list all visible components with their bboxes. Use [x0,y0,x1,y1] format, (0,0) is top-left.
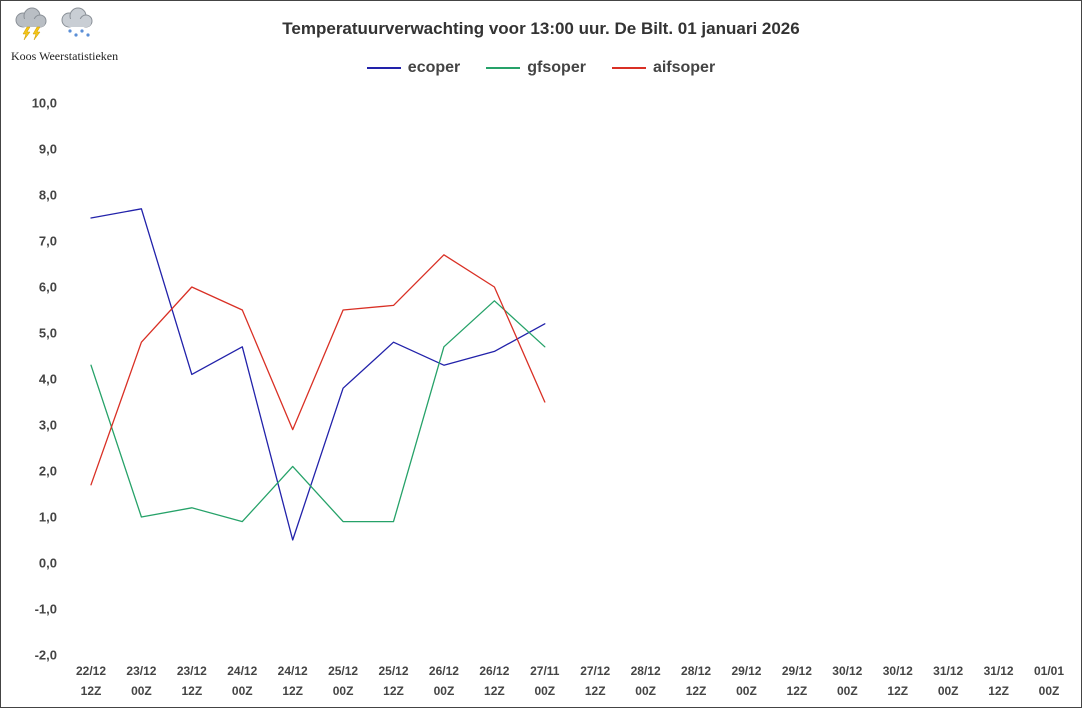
logo-text: Koos Weerstatistieken [11,49,119,63]
x-axis-label: 30/12 12Z [883,664,913,698]
x-axis-label: 24/12 12Z [278,664,308,698]
series-line-ecoper [90,208,546,541]
x-axis-label: 28/12 00Z [631,664,661,698]
logo: Koos Weerstatistieken [11,7,151,64]
x-axis-label: 23/12 00Z [126,664,156,698]
x-axis-label: 01/01 00Z [1034,664,1064,698]
chart-header: Koos Weerstatistieken Temperatuurverwach… [1,1,1081,93]
rain-cloud-icon [61,7,93,37]
legend-item-gfsoper: gfsoper [486,59,586,77]
y-axis-label: 2,0 [39,464,57,479]
legend-item-aifsoper: aifsoper [611,59,716,77]
y-axis-label: 8,0 [39,188,57,203]
legend-label-ecoper: ecoper [407,59,461,76]
legend-label-gfsoper: gfsoper [527,59,586,76]
y-axis-label: 0,0 [39,556,57,571]
x-axis-label: 28/12 12Z [681,664,711,698]
x-axis-label: 27/11 00Z [530,664,560,698]
chart-svg: 10,0 9,0 8,0 7,0 6,0 5,0 4,0 3,0 2,0 1,0 0,0 -1,0 -2… [32,96,1065,699]
y-axis-label: -1,0 [35,602,57,617]
chart-title: Temperatuurverwachting voor 13:00 uur. D… [282,19,800,38]
x-axis-label: 31/12 12Z [984,664,1014,698]
chart-area: 10,0 9,0 8,0 7,0 6,0 5,0 4,0 3,0 2,0 1,0 0,0 -1,0 -2… [1,93,1081,707]
y-axis-label: 5,0 [39,326,57,341]
legend-swatch-gfsoper [486,67,521,69]
y-axis-label: -2,0 [35,648,57,663]
x-axis-label: 23/12 12Z [177,664,207,698]
y-axis-label: 9,0 [39,142,57,157]
y-axis-label: 4,0 [39,372,57,387]
y-axis-label: 7,0 [39,234,57,249]
x-axis-label: 26/12 12Z [479,664,509,698]
x-axis-label: 22/12 12Z [76,664,106,698]
x-axis-label: 29/12 12Z [782,664,812,698]
storm-cloud-icon [15,7,47,41]
legend-item-ecoper: ecoper [366,59,461,77]
x-axis-label: 26/12 00Z [429,664,459,698]
legend-label-aifsoper: aifsoper [652,59,716,76]
x-axis-label: 31/12 00Z [933,664,963,698]
chart-legend: ecoper gfsoper aifsoper [1,59,1081,77]
y-axis-label: 1,0 [39,510,57,525]
x-axis-label: 30/12 00Z [832,664,862,698]
y-axis-label: 10,0 [32,96,57,111]
series-line-gfsoper [90,300,546,523]
legend-swatch-aifsoper [611,67,646,69]
y-axis-label: 3,0 [39,418,57,433]
x-axis-label: 27/12 12Z [580,664,610,698]
y-axis-label: 6,0 [39,280,57,295]
x-axis-label: 25/12 00Z [328,664,358,698]
x-axis-label: 24/12 00Z [227,664,257,698]
x-axis-label: 29/12 00Z [731,664,761,698]
x-axis-label: 25/12 12Z [379,664,409,698]
series-line-aifsoper [90,254,546,486]
logo-icons [11,7,151,41]
legend-swatch-ecoper [366,67,401,69]
